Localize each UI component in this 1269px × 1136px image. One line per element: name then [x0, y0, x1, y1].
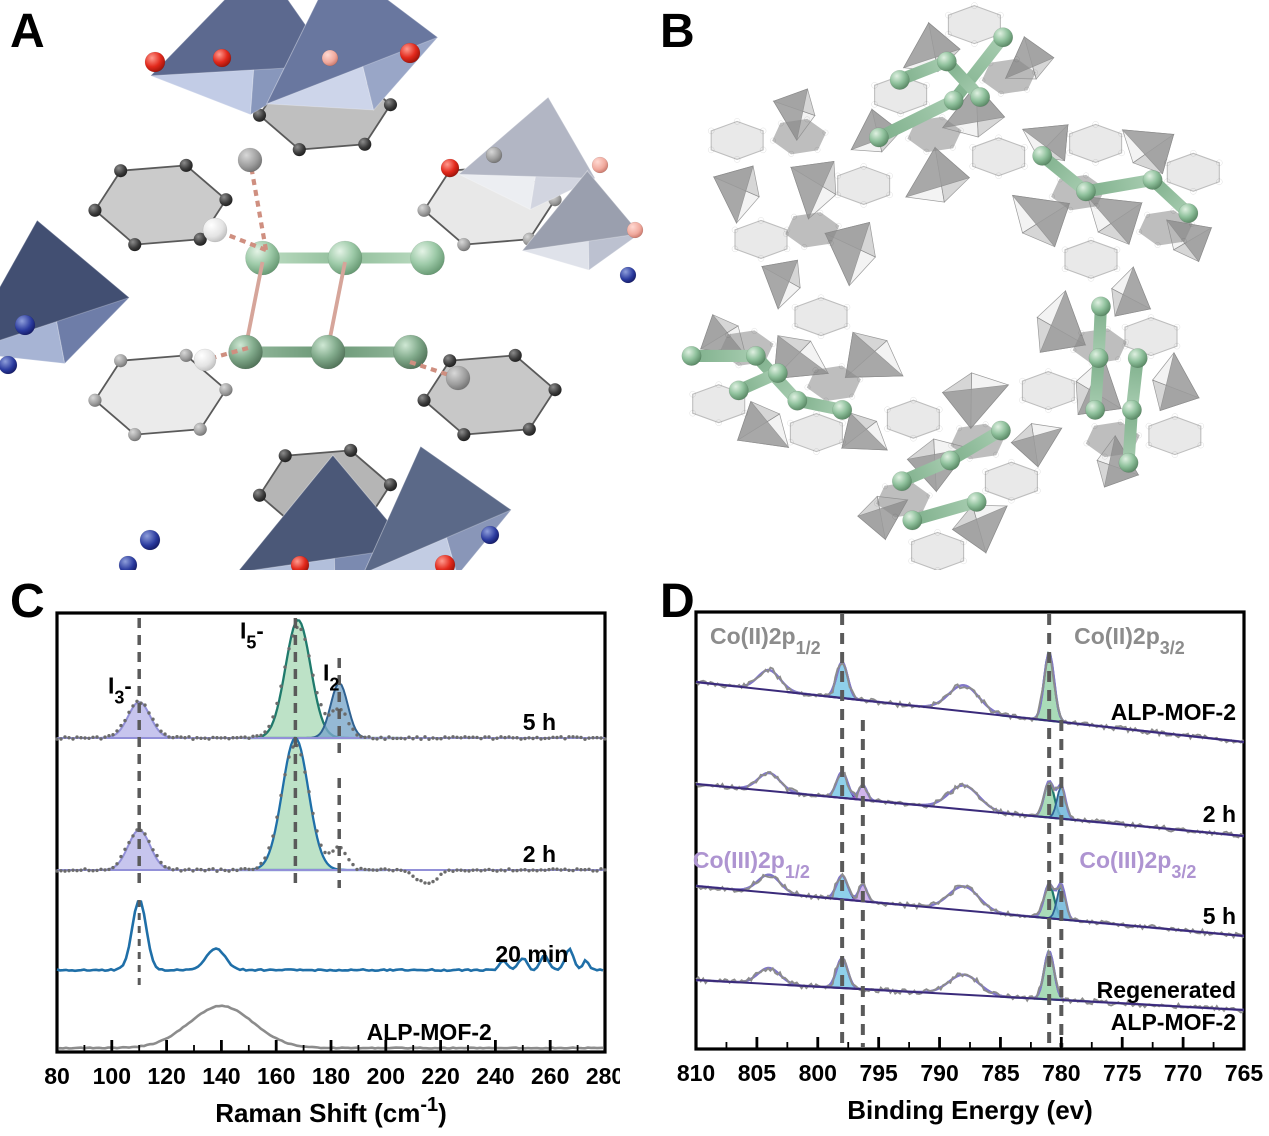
svg-text:2 h: 2 h: [523, 841, 556, 867]
svg-text:780: 780: [1042, 1060, 1080, 1086]
svg-text:200: 200: [367, 1063, 405, 1089]
svg-text:2 h: 2 h: [1203, 801, 1236, 827]
svg-text:160: 160: [257, 1063, 295, 1089]
svg-text:I5-: I5-: [240, 618, 264, 653]
svg-text:Binding Energy (ev): Binding Energy (ev): [847, 1095, 1093, 1125]
svg-text:810: 810: [677, 1060, 715, 1086]
svg-text:785: 785: [981, 1060, 1020, 1086]
svg-text:I2: I2: [323, 660, 339, 695]
svg-text:120: 120: [147, 1063, 185, 1089]
svg-text:Co(III)2p3/2: Co(III)2p3/2: [1079, 847, 1196, 882]
svg-text:Regenerated: Regenerated: [1097, 977, 1236, 1003]
svg-text:800: 800: [799, 1060, 837, 1086]
svg-text:Raman Shift (cm-1): Raman Shift (cm-1): [215, 1094, 447, 1128]
svg-text:I3-: I3-: [108, 673, 132, 708]
svg-text:775: 775: [1103, 1060, 1142, 1086]
svg-text:260: 260: [531, 1063, 569, 1089]
svg-text:80: 80: [44, 1063, 70, 1089]
svg-text:ALP-MOF-2: ALP-MOF-2: [1111, 1009, 1236, 1035]
svg-text:140: 140: [202, 1063, 240, 1089]
svg-text:770: 770: [1164, 1060, 1202, 1086]
svg-text:5 h: 5 h: [1203, 903, 1236, 929]
svg-text:280: 280: [586, 1063, 620, 1089]
svg-text:20 min: 20 min: [495, 941, 568, 967]
svg-text:Co(II)2p1/2: Co(II)2p1/2: [710, 623, 821, 658]
svg-text:Co(II)2p3/2: Co(II)2p3/2: [1074, 623, 1185, 658]
svg-text:180: 180: [312, 1063, 350, 1089]
svg-text:240: 240: [476, 1063, 514, 1089]
svg-text:765: 765: [1225, 1060, 1264, 1086]
svg-text:805: 805: [738, 1060, 777, 1086]
svg-text:5 h: 5 h: [523, 709, 556, 735]
svg-text:ALP-MOF-2: ALP-MOF-2: [1111, 699, 1236, 725]
svg-text:795: 795: [859, 1060, 898, 1086]
svg-text:Co(III)2p1/2: Co(III)2p1/2: [693, 847, 810, 882]
svg-text:220: 220: [421, 1063, 459, 1089]
svg-text:790: 790: [920, 1060, 958, 1086]
svg-text:100: 100: [93, 1063, 131, 1089]
